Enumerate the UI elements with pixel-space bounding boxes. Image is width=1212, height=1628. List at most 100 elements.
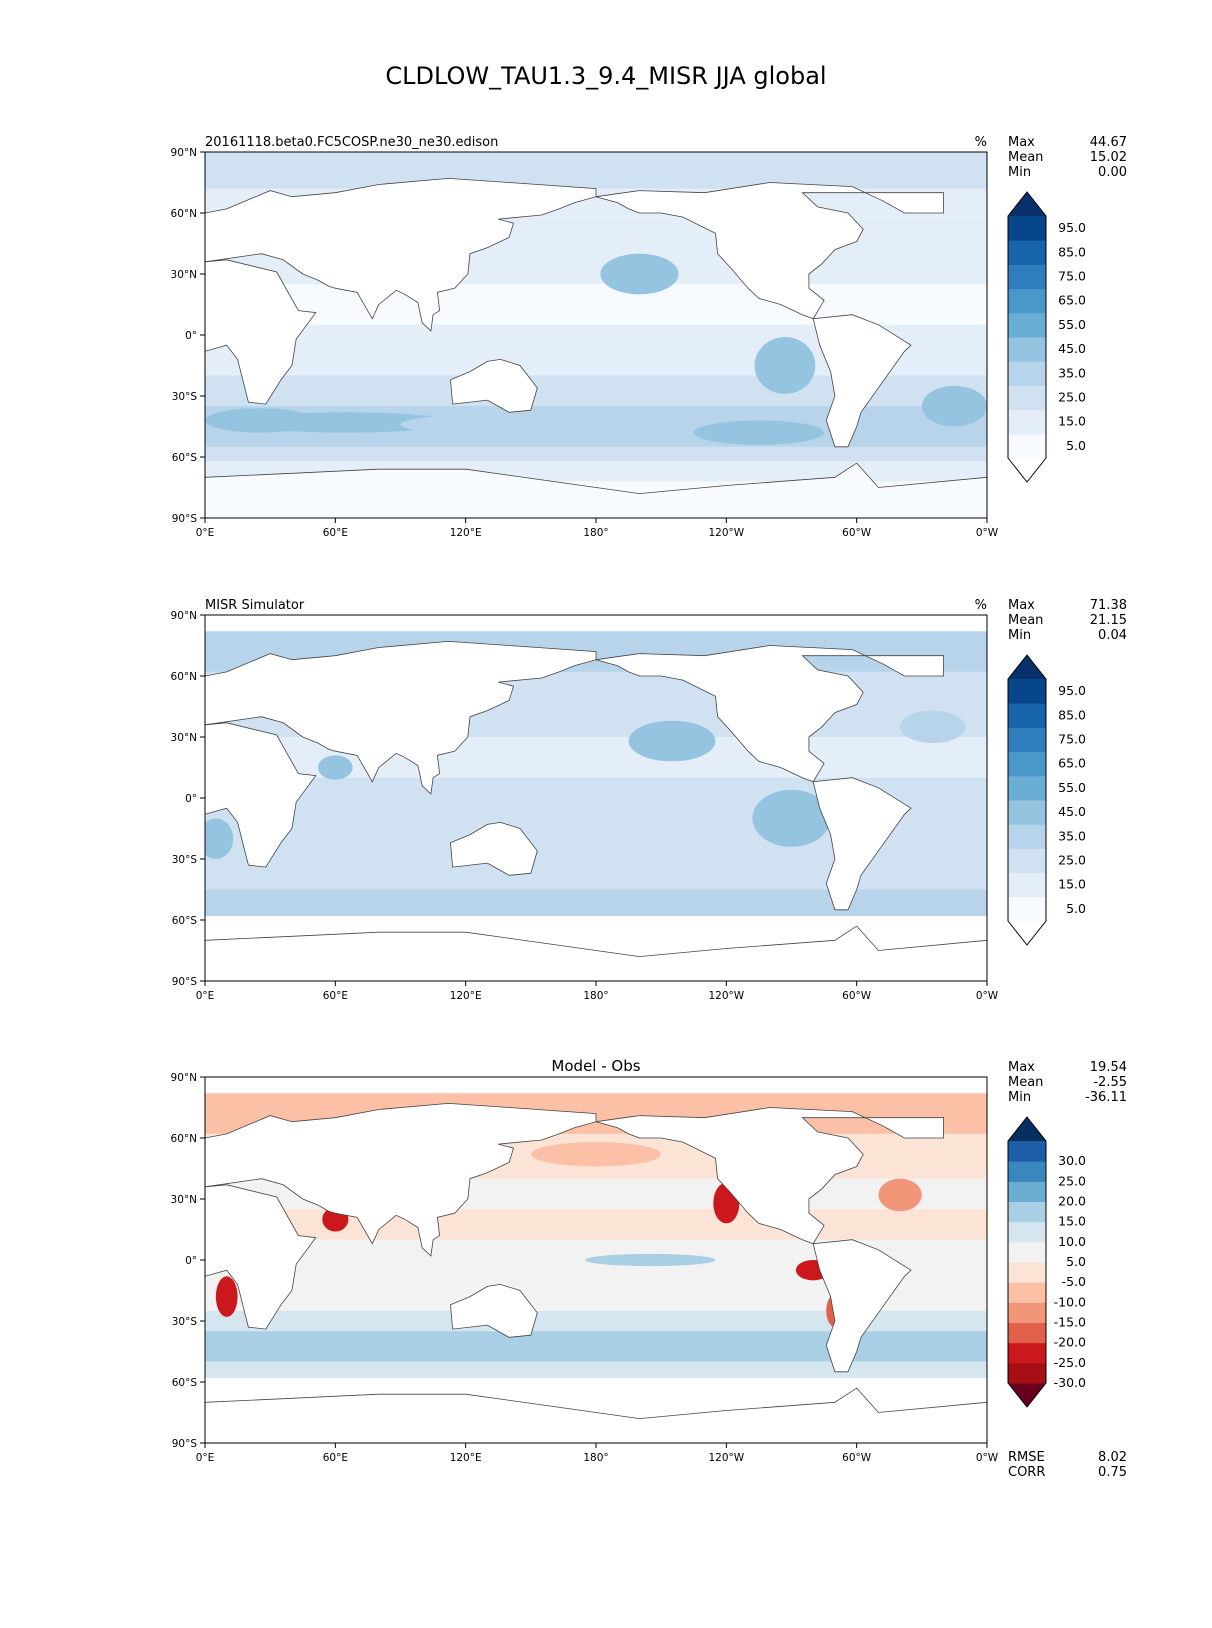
colorbar-swatch bbox=[1008, 1141, 1046, 1162]
colorbar-tick-label: 45.0 bbox=[1058, 341, 1086, 356]
colorbar-tick-label: -5.0 bbox=[1062, 1274, 1086, 1289]
colorbar-swatch bbox=[1008, 240, 1046, 265]
colorbar-swatch bbox=[1008, 1241, 1046, 1263]
map-field bbox=[205, 1077, 987, 1443]
colorbar-swatch bbox=[1008, 703, 1046, 728]
field-feature bbox=[400, 412, 662, 437]
stat-value: 0.00 bbox=[1098, 165, 1127, 180]
colorbar-swatch bbox=[1008, 385, 1046, 411]
colorbar-swatch bbox=[1008, 872, 1046, 898]
colorbar-tick-label: 45.0 bbox=[1058, 804, 1086, 819]
coastline bbox=[205, 259, 317, 405]
stat-value: 44.67 bbox=[1090, 135, 1127, 150]
coastline bbox=[812, 314, 912, 448]
colorbar-tick-label: 30.0 bbox=[1058, 1153, 1086, 1168]
lat-tick-label: 0° bbox=[185, 793, 197, 805]
panel-units: % bbox=[975, 598, 987, 613]
field-feature bbox=[205, 818, 234, 859]
lon-tick-label: 180° bbox=[583, 527, 608, 539]
colorbar-tick-label: 5.0 bbox=[1066, 901, 1086, 916]
colorbar-tick-label: 35.0 bbox=[1058, 365, 1086, 380]
stat-value: 71.38 bbox=[1090, 598, 1127, 613]
coastline bbox=[205, 177, 597, 332]
lon-tick-label: 0°E bbox=[196, 990, 215, 1002]
colorbar-under-triangle bbox=[1008, 1383, 1046, 1407]
colorbar-tick-label: 85.0 bbox=[1058, 244, 1086, 259]
field-feature bbox=[600, 253, 679, 295]
colorbar-outline bbox=[1007, 1116, 1047, 1408]
stat-value: 0.75 bbox=[1098, 1465, 1127, 1480]
field-feature bbox=[628, 720, 716, 762]
field-band bbox=[205, 1310, 987, 1332]
stat-label: Mean bbox=[1008, 613, 1043, 628]
field-band bbox=[205, 1331, 987, 1362]
colorbar-tick-label: -30.0 bbox=[1054, 1375, 1086, 1390]
stat-label: CORR bbox=[1008, 1465, 1045, 1480]
colorbar-swatch bbox=[1008, 1322, 1046, 1344]
lat-tick-label: 90°N bbox=[171, 610, 197, 622]
stat-label: Mean bbox=[1008, 150, 1043, 165]
lat-tick-label: 60°S bbox=[172, 1377, 198, 1389]
lon-tick-label: 60°E bbox=[323, 1452, 348, 1464]
stat-value: 0.04 bbox=[1098, 628, 1127, 643]
coastline bbox=[205, 1387, 987, 1443]
stat-value: 21.15 bbox=[1090, 613, 1127, 628]
panel-left-title: MISR Simulator bbox=[205, 598, 305, 613]
field-feature bbox=[752, 789, 831, 847]
colorbar-tick-label: 55.0 bbox=[1058, 317, 1086, 332]
lat-tick-label: 90°N bbox=[171, 147, 197, 159]
field-feature bbox=[237, 412, 455, 433]
colorbar-swatch bbox=[1008, 1161, 1046, 1182]
coastline bbox=[205, 1184, 317, 1330]
lon-tick-label: 120°W bbox=[708, 1452, 744, 1464]
lat-tick-label: 30°N bbox=[171, 732, 197, 744]
stat-value: 8.02 bbox=[1098, 1450, 1127, 1465]
coastline bbox=[205, 640, 597, 795]
colorbar-swatch bbox=[1008, 1362, 1046, 1384]
lat-tick-label: 60°S bbox=[172, 915, 198, 927]
coastline bbox=[205, 722, 317, 868]
panel-center-title: Model - Obs bbox=[551, 1057, 640, 1075]
colorbar-swatch bbox=[1008, 1342, 1046, 1364]
colorbar-tick-label: 65.0 bbox=[1058, 293, 1086, 308]
lon-tick-label: 0°E bbox=[196, 1452, 215, 1464]
lon-tick-label: 120°E bbox=[450, 990, 482, 1002]
stat-value: -36.11 bbox=[1085, 1090, 1127, 1105]
lat-tick-label: 0° bbox=[185, 1255, 197, 1267]
lat-tick-label: 0° bbox=[185, 330, 197, 342]
colorbar-tick-label: 15.0 bbox=[1058, 414, 1086, 429]
coastline bbox=[205, 1102, 597, 1257]
colorbar-tick-label: 15.0 bbox=[1058, 1214, 1086, 1229]
colorbar-tick-label: 95.0 bbox=[1058, 683, 1086, 698]
colorbar-under-triangle bbox=[1008, 458, 1046, 482]
colorbar-tick-label: 55.0 bbox=[1058, 780, 1086, 795]
lat-tick-label: 90°S bbox=[172, 513, 198, 525]
panel-3: 90°N 60°N 30°N 0° 30°S 60°S 90°S 0°E 60°E 120°E 18… bbox=[171, 1057, 1127, 1480]
panel-units: % bbox=[975, 135, 987, 150]
lat-tick-label: 90°S bbox=[172, 976, 198, 988]
field-band bbox=[205, 446, 987, 462]
colorbar-swatch bbox=[1008, 896, 1046, 922]
colorbar-swatch bbox=[1008, 800, 1046, 825]
lon-tick-label: 60°W bbox=[842, 1452, 872, 1464]
colorbar-swatch bbox=[1008, 409, 1046, 435]
colorbar-swatch bbox=[1008, 1282, 1046, 1303]
coastline bbox=[205, 925, 987, 981]
lat-tick-label: 60°S bbox=[172, 452, 198, 464]
field-feature bbox=[530, 1142, 662, 1167]
colorbar-swatch bbox=[1008, 824, 1046, 849]
colorbar-swatch bbox=[1008, 1181, 1046, 1202]
lon-tick-label: 0°W bbox=[976, 990, 999, 1002]
lat-tick-label: 30°N bbox=[171, 269, 197, 281]
lon-tick-label: 60°E bbox=[323, 990, 348, 1002]
colorbar-swatch bbox=[1008, 1262, 1046, 1283]
field-feature bbox=[754, 337, 816, 394]
colorbar-tick-label: 85.0 bbox=[1058, 707, 1086, 722]
panel-1: 90°N 60°N 30°N 0° 30°S 60°S 90°S 0°E 60°E 120°E 18… bbox=[171, 135, 1127, 539]
map-field bbox=[205, 615, 987, 981]
field-feature bbox=[693, 420, 825, 445]
lat-tick-label: 60°N bbox=[171, 671, 197, 683]
stat-label: Min bbox=[1008, 165, 1031, 180]
field-feature bbox=[900, 710, 966, 744]
